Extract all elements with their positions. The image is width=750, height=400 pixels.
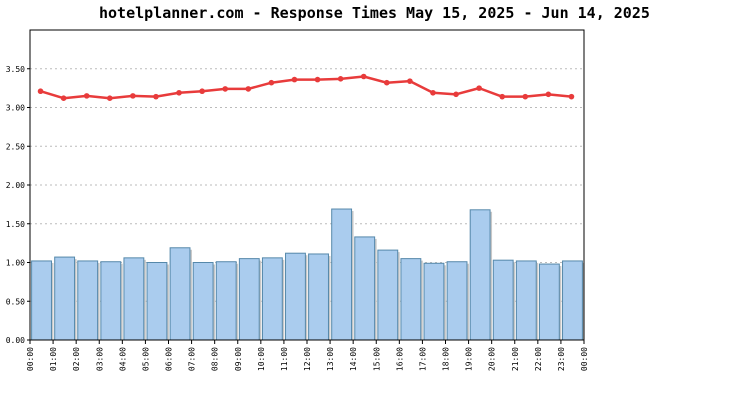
bar-series — [31, 208, 585, 341]
line-point — [83, 93, 90, 99]
bar — [515, 260, 537, 341]
x-tick-label: 07:00 — [188, 347, 197, 371]
bar — [146, 262, 168, 341]
bar — [308, 253, 329, 341]
bar — [562, 260, 583, 341]
line-point — [383, 79, 390, 86]
x-tick-label: 05:00 — [141, 347, 150, 371]
line-point — [291, 76, 298, 83]
x-tick-label: 14:00 — [349, 347, 358, 371]
bar — [354, 236, 376, 341]
bar — [469, 209, 491, 341]
line-point — [545, 91, 552, 98]
bar — [400, 258, 422, 341]
line-series — [37, 73, 575, 101]
x-tick-label: 00:00 — [26, 347, 35, 371]
y-tick-label: 3.00 — [6, 104, 25, 113]
y-tick-labels: 0.00 0.50 1.00 1.50 2.00 2.50 3.00 3.50 — [6, 65, 25, 345]
line-point — [222, 86, 229, 92]
axes — [27, 29, 585, 344]
line-point — [60, 95, 67, 101]
line-point — [106, 95, 113, 101]
x-tick-label: 15:00 — [372, 347, 381, 371]
x-tick-label: 01:00 — [49, 347, 58, 371]
x-tick-label: 10:00 — [257, 347, 266, 371]
x-tick-label: 04:00 — [118, 347, 127, 371]
line-point — [245, 86, 252, 92]
x-tick-label: 02:00 — [72, 347, 81, 371]
bar — [54, 256, 76, 341]
line-point — [499, 93, 506, 100]
chart-title: hotelplanner.com - Response Times May 15… — [99, 4, 650, 22]
x-tick-label: 13:00 — [326, 347, 335, 371]
y-tick-label: 1.00 — [6, 259, 25, 268]
bar — [192, 262, 214, 341]
bar — [377, 249, 399, 341]
bar — [31, 260, 52, 341]
line-point — [476, 85, 482, 91]
x-tick-label: 20:00 — [488, 347, 497, 371]
x-tick-label: 17:00 — [418, 347, 427, 371]
line-point — [314, 76, 321, 83]
y-tick-label: 0.50 — [6, 297, 25, 306]
line-path — [40, 75, 572, 100]
y-tick-label: 1.50 — [6, 220, 25, 229]
line-point — [407, 78, 413, 84]
bar — [492, 259, 514, 341]
line-point — [130, 93, 136, 99]
x-tick-label: 03:00 — [95, 347, 104, 371]
x-tick-label: 12:00 — [303, 347, 312, 371]
bar — [331, 208, 353, 341]
bar — [238, 258, 260, 341]
y-tick-label: 2.00 — [6, 181, 25, 190]
x-tick-label: 23:00 — [557, 347, 566, 371]
x-tick-label: 11:00 — [280, 347, 289, 371]
line-point — [199, 88, 205, 95]
bar — [169, 247, 191, 341]
line-point — [568, 93, 575, 100]
line-point — [268, 79, 275, 86]
bar — [261, 257, 283, 341]
line-point — [430, 89, 436, 96]
x-tick-label: 08:00 — [211, 347, 220, 371]
x-tick-label: 21:00 — [511, 347, 520, 371]
x-tick-label: 00:00 — [580, 347, 589, 371]
line-point — [360, 73, 367, 80]
bar — [215, 261, 237, 341]
line-point — [37, 88, 44, 95]
bar — [100, 261, 122, 341]
x-tick-label: 09:00 — [234, 347, 243, 371]
y-tick-label: 0.00 — [6, 336, 25, 345]
y-tick-label: 2.50 — [6, 142, 25, 151]
bar — [285, 252, 306, 341]
line-point — [453, 91, 459, 98]
line-point — [176, 89, 182, 96]
line-point — [522, 93, 529, 100]
x-tick-label: 19:00 — [465, 347, 474, 371]
bar — [77, 260, 99, 341]
bar — [123, 257, 145, 341]
line-point — [153, 93, 159, 100]
x-tick-labels: 00:00 01:00 02:00 03:00 04:00 05:00 06:00 07:00… — [26, 347, 589, 371]
x-tick-label: 22:00 — [534, 347, 543, 371]
bar — [538, 263, 560, 341]
bar — [446, 261, 468, 341]
x-tick-label: 18:00 — [442, 347, 451, 371]
x-tick-label: 06:00 — [165, 347, 174, 371]
y-tick-label: 3.50 — [6, 65, 25, 74]
x-tick-label: 16:00 — [395, 347, 404, 371]
bar — [423, 262, 445, 341]
line-point — [337, 76, 344, 82]
